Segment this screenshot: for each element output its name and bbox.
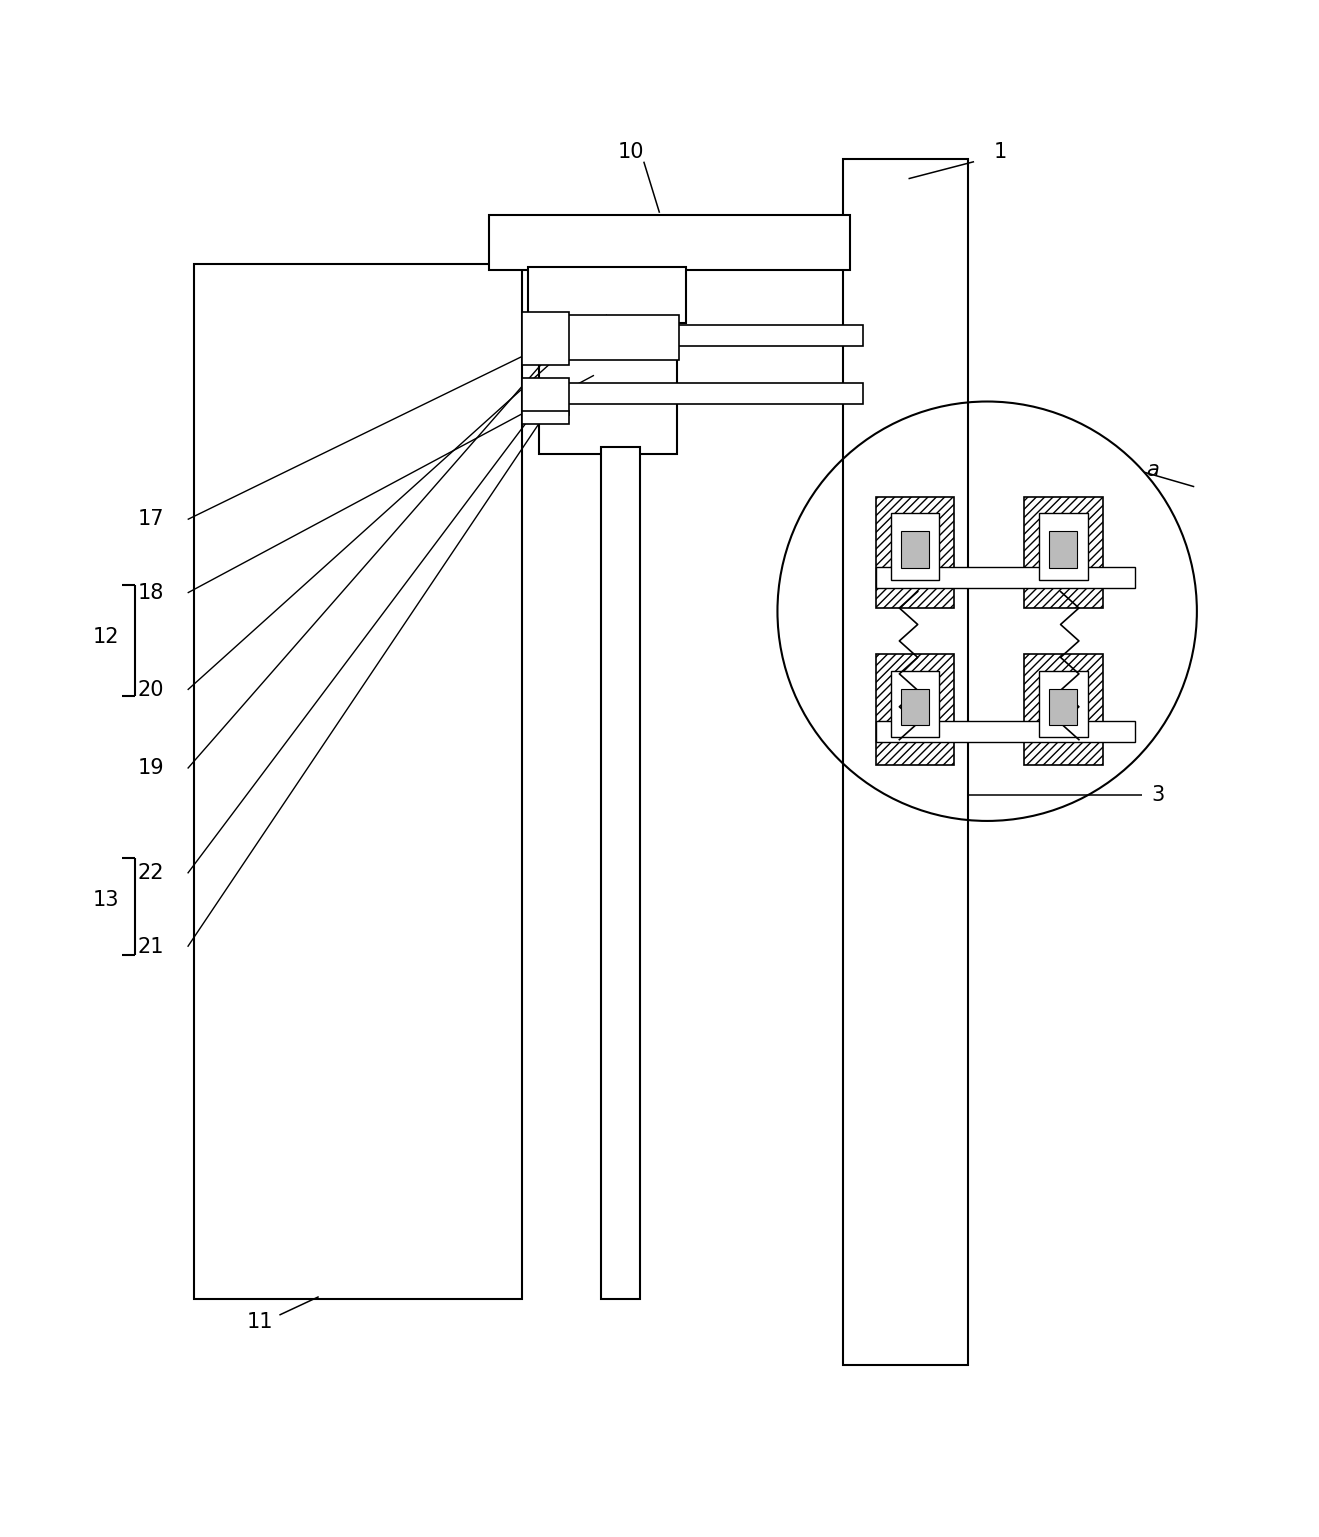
Bar (522, 378, 568, 415)
Text: 11: 11 (247, 1311, 273, 1331)
Bar (890, 670, 939, 738)
Text: 3: 3 (1151, 785, 1165, 805)
Bar (1049, 532, 1078, 569)
Bar (489, 215, 849, 271)
Bar (1039, 513, 1088, 579)
Text: 12: 12 (94, 627, 120, 647)
Text: 19: 19 (137, 758, 165, 779)
Bar (529, 266, 686, 323)
Text: 20: 20 (137, 679, 164, 699)
Bar (1049, 689, 1078, 725)
Text: 21: 21 (137, 936, 164, 956)
Text: 10: 10 (617, 143, 644, 163)
Text: a: a (1146, 460, 1158, 480)
Text: 1: 1 (993, 143, 1006, 163)
Bar (843, 158, 968, 1365)
Bar (876, 653, 955, 765)
Bar (901, 532, 929, 569)
Text: 22: 22 (137, 864, 164, 884)
Bar (1024, 653, 1103, 765)
Bar (1039, 670, 1088, 738)
Bar (901, 689, 929, 725)
Text: 18: 18 (137, 583, 164, 603)
Bar (876, 721, 1136, 742)
Text: 17: 17 (137, 509, 164, 529)
Bar (600, 447, 640, 1299)
Text: 13: 13 (94, 890, 120, 910)
Bar (876, 496, 955, 609)
Bar (1024, 496, 1103, 609)
Bar (890, 513, 939, 579)
Bar (567, 315, 679, 360)
Bar (522, 326, 863, 346)
Bar (539, 320, 677, 453)
Bar (194, 264, 522, 1299)
Bar (522, 312, 568, 364)
Bar (876, 567, 1136, 587)
Bar (522, 410, 568, 424)
Bar (522, 383, 863, 404)
